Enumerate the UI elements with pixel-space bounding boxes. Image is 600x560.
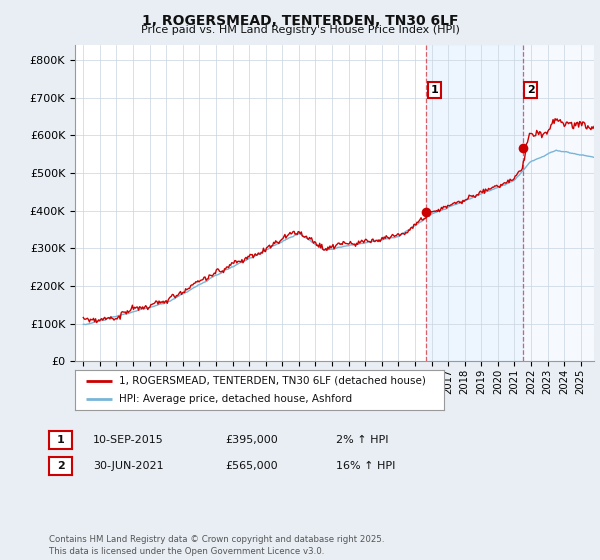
Text: 2: 2: [57, 461, 64, 471]
Text: £395,000: £395,000: [225, 435, 278, 445]
Text: 2: 2: [527, 85, 535, 95]
Text: 1, ROGERSMEAD, TENTERDEN, TN30 6LF (detached house): 1, ROGERSMEAD, TENTERDEN, TN30 6LF (deta…: [119, 376, 426, 386]
Text: 1, ROGERSMEAD, TENTERDEN, TN30 6LF: 1, ROGERSMEAD, TENTERDEN, TN30 6LF: [142, 14, 458, 28]
Text: 16% ↑ HPI: 16% ↑ HPI: [336, 461, 395, 471]
Text: £565,000: £565,000: [225, 461, 278, 471]
Text: 1: 1: [57, 435, 64, 445]
Text: 30-JUN-2021: 30-JUN-2021: [93, 461, 164, 471]
Text: HPI: Average price, detached house, Ashford: HPI: Average price, detached house, Ashf…: [119, 394, 352, 404]
Text: 1: 1: [431, 85, 438, 95]
Bar: [427, 45, 523, 361]
Bar: [523, 45, 594, 361]
Text: Contains HM Land Registry data © Crown copyright and database right 2025.
This d: Contains HM Land Registry data © Crown c…: [49, 535, 385, 556]
Text: 2% ↑ HPI: 2% ↑ HPI: [336, 435, 389, 445]
Text: Price paid vs. HM Land Registry's House Price Index (HPI): Price paid vs. HM Land Registry's House …: [140, 25, 460, 35]
Text: 10-SEP-2015: 10-SEP-2015: [93, 435, 164, 445]
